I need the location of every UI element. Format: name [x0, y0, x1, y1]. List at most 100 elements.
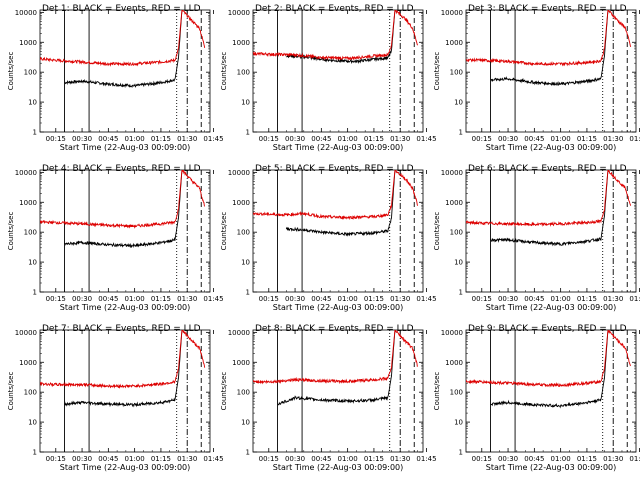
- y-tick-label: 10000: [15, 329, 37, 337]
- panel-title: Det 8: BLACK = Events, RED = LLD: [255, 324, 414, 334]
- y-tick-label: 10000: [441, 169, 463, 177]
- y-tick-label: 1000: [19, 359, 37, 367]
- y-tick-label: 10: [241, 99, 250, 107]
- series-lld: [466, 10, 632, 67]
- y-tick-label: 1000: [445, 39, 463, 47]
- y-tick-label: 10000: [15, 9, 37, 17]
- y-axis-label: Counts/sec: [7, 372, 15, 411]
- y-tick-label: 10: [28, 419, 37, 427]
- y-tick-label: 1: [459, 289, 463, 297]
- plot-frame: [39, 169, 211, 293]
- x-tick-label: 00:30: [285, 455, 305, 463]
- x-tick-label: 00:45: [98, 455, 118, 463]
- panel-title: Det 2: BLACK = Events, RED = LLD: [255, 4, 414, 14]
- x-tick-label: 01:15: [151, 455, 171, 463]
- series-events: [490, 170, 609, 247]
- x-tick-label: 00:45: [98, 295, 118, 303]
- detector-panel-9: 1 10 100 1000 10000 00:15 00:30 00:45 01:00 01:15…: [433, 324, 640, 472]
- series-lld: [253, 330, 418, 385]
- x-axis-label: Start Time (22-Aug-03 00:09:00): [486, 303, 617, 312]
- x-tick-label: 01:45: [629, 455, 640, 463]
- y-tick-label: 1: [33, 289, 37, 297]
- y-tick-label: 1: [33, 449, 37, 457]
- x-axis-label: Start Time (22-Aug-03 00:09:00): [486, 143, 617, 152]
- y-tick-label: 10: [28, 99, 37, 107]
- y-tick-label: 1: [246, 449, 250, 457]
- series-events: [64, 10, 183, 89]
- y-axis-label: Counts/sec: [220, 372, 228, 411]
- x-axis-label: Start Time (22-Aug-03 00:09:00): [273, 303, 404, 312]
- x-tick-label: 00:15: [46, 135, 66, 143]
- x-tick-label: 00:30: [72, 295, 92, 303]
- y-tick-label: 100: [237, 389, 250, 397]
- detector-panel-6: 1 10 100 1000 10000 00:15 00:30 00:45 01:00 01:15…: [433, 164, 640, 312]
- y-tick-label: 10000: [228, 9, 250, 17]
- y-tick-label: 10000: [228, 169, 250, 177]
- series-events: [277, 330, 396, 406]
- x-tick-label: 01:45: [203, 295, 223, 303]
- x-tick-label: 00:45: [311, 295, 331, 303]
- y-tick-label: 1: [459, 129, 463, 137]
- x-tick-label: 00:15: [259, 135, 279, 143]
- y-tick-label: 10: [454, 259, 463, 267]
- series-events: [285, 170, 396, 237]
- x-tick-label: 00:45: [311, 455, 331, 463]
- detector-panel-8: 1 10 100 1000 10000 00:15 00:30 00:45 01:00 01:15…: [220, 324, 437, 472]
- y-tick-label: 10: [241, 419, 250, 427]
- y-tick-label: 1: [246, 129, 250, 137]
- x-tick-label: 01:00: [338, 295, 358, 303]
- x-tick-label: 00:15: [46, 455, 66, 463]
- x-tick-label: 01:45: [203, 135, 223, 143]
- x-tick-label: 00:15: [259, 295, 279, 303]
- x-axis-label: Start Time (22-Aug-03 00:09:00): [60, 143, 191, 152]
- plot-frame: [39, 9, 211, 133]
- x-tick-label: 01:15: [151, 295, 171, 303]
- y-tick-label: 100: [450, 389, 463, 397]
- series-lld: [40, 10, 206, 67]
- y-axis-label: Counts/sec: [220, 212, 228, 251]
- x-tick-label: 01:15: [577, 455, 597, 463]
- y-tick-label: 10: [241, 259, 250, 267]
- x-tick-label: 00:45: [524, 135, 544, 143]
- x-tick-label: 00:15: [46, 295, 66, 303]
- x-axis-label: Start Time (22-Aug-03 00:09:00): [273, 463, 404, 472]
- y-tick-label: 1: [246, 289, 250, 297]
- x-tick-label: 01:15: [151, 135, 171, 143]
- series-lld: [466, 330, 631, 388]
- y-axis-label: Counts/sec: [433, 212, 441, 251]
- x-tick-label: 01:30: [603, 135, 623, 143]
- x-tick-label: 00:15: [472, 455, 492, 463]
- y-tick-label: 10000: [441, 329, 463, 337]
- x-tick-label: 01:15: [364, 455, 384, 463]
- y-tick-label: 100: [24, 69, 37, 77]
- x-tick-label: 00:30: [498, 135, 518, 143]
- y-tick-label: 1000: [445, 359, 463, 367]
- x-tick-label: 00:30: [72, 455, 92, 463]
- x-axis-label: Start Time (22-Aug-03 00:09:00): [486, 463, 617, 472]
- plot-frame: [465, 169, 637, 293]
- y-tick-label: 1: [33, 129, 37, 137]
- y-tick-label: 10000: [15, 169, 37, 177]
- x-tick-label: 01:15: [577, 135, 597, 143]
- y-axis-label: Counts/sec: [7, 52, 15, 91]
- panel-title: Det 4: BLACK = Events, RED = LLD: [42, 164, 201, 174]
- series-lld: [253, 170, 419, 221]
- panel-title: Det 3: BLACK = Events, RED = LLD: [468, 4, 627, 14]
- series-lld: [40, 330, 206, 389]
- x-tick-label: 00:45: [311, 135, 331, 143]
- x-tick-label: 01:30: [603, 455, 623, 463]
- x-axis-label: Start Time (22-Aug-03 00:09:00): [273, 143, 404, 152]
- y-tick-label: 1000: [232, 39, 250, 47]
- x-axis-label: Start Time (22-Aug-03 00:09:00): [60, 463, 191, 472]
- x-tick-label: 00:30: [285, 295, 305, 303]
- y-tick-label: 100: [237, 229, 250, 237]
- panel-title: Det 6: BLACK = Events, RED = LLD: [468, 164, 627, 174]
- x-tick-label: 00:15: [472, 295, 492, 303]
- x-tick-label: 01:45: [416, 455, 436, 463]
- series-lld: [40, 170, 206, 229]
- x-tick-label: 01:30: [603, 295, 623, 303]
- x-tick-label: 01:30: [390, 295, 410, 303]
- x-tick-label: 01:15: [364, 295, 384, 303]
- y-axis-label: Counts/sec: [433, 52, 441, 91]
- detector-panel-5: 1 10 100 1000 10000 00:15 00:30 00:45 01:00 01:15…: [220, 164, 437, 312]
